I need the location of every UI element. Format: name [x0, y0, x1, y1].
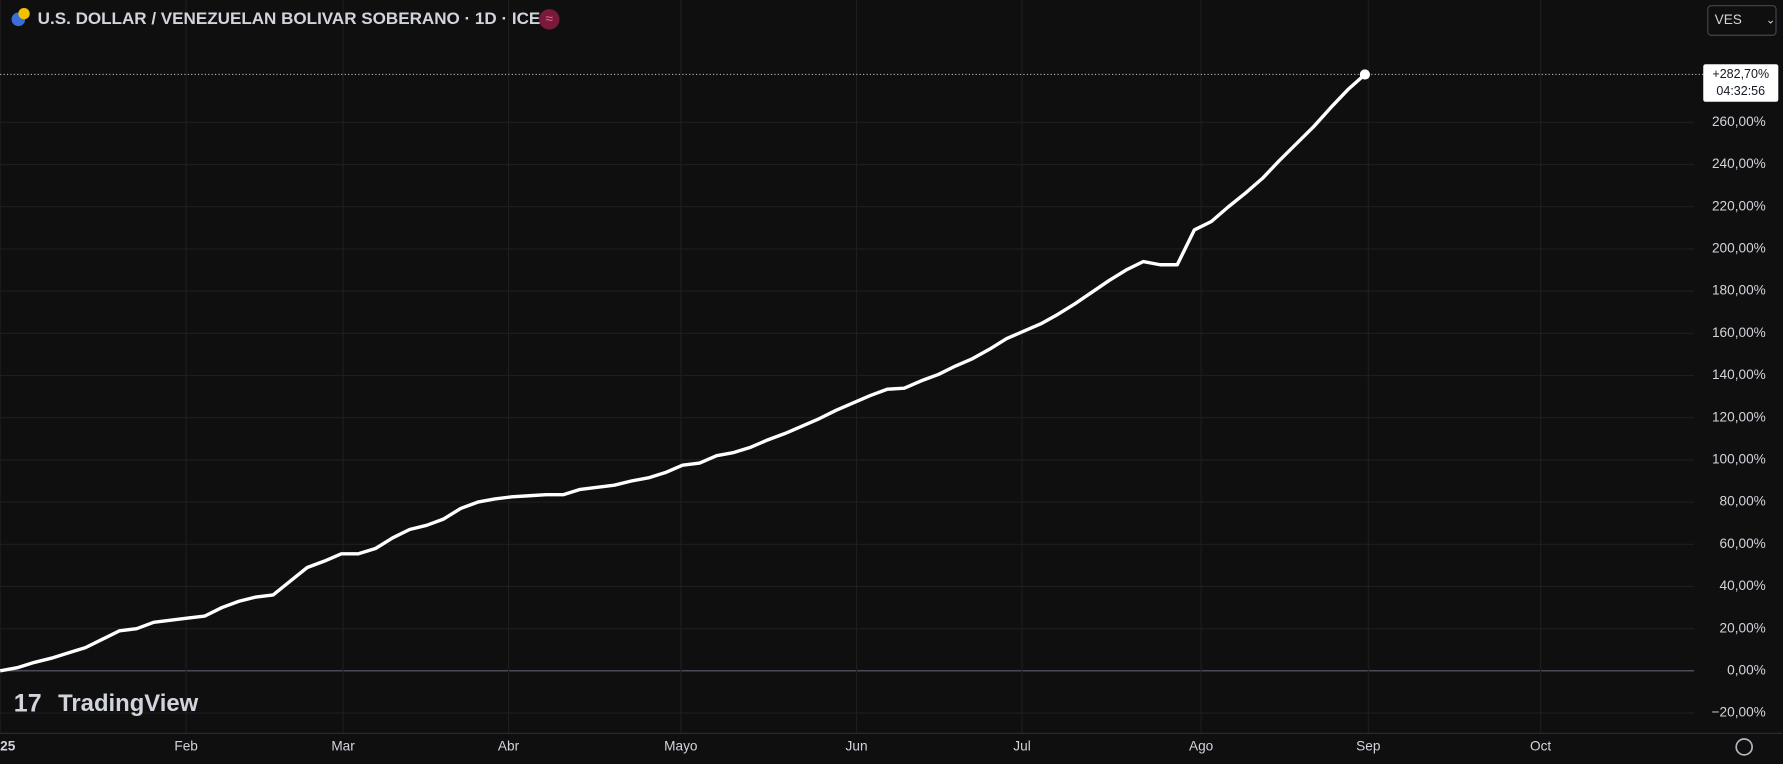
- x-tick-label: Abr: [498, 739, 520, 754]
- y-tick-label: −20,00%: [1712, 705, 1766, 720]
- x-tick-label: Jul: [1013, 739, 1030, 754]
- y-tick-label: 60,00%: [1720, 536, 1766, 551]
- y-tick-label: 40,00%: [1720, 578, 1766, 593]
- y-tick-label: 140,00%: [1712, 367, 1766, 382]
- axes: −20,00% 0,00% 20,00% 40,00% 60,00% 80,00% 100,…: [0, 64, 1783, 754]
- y-tick-label: 0,00%: [1727, 662, 1766, 677]
- x-tick-label: Mayo: [664, 739, 697, 754]
- y-tick-label: 220,00%: [1712, 198, 1766, 213]
- status-icon: [539, 9, 560, 30]
- brand: TradingView: [58, 690, 199, 717]
- x-tick-label: Jun: [846, 739, 868, 754]
- x-tick-label: Ago: [1189, 739, 1213, 754]
- y-tick-label: 180,00%: [1712, 283, 1766, 298]
- y-tick-label: 200,00%: [1712, 241, 1766, 256]
- last-value-box: [1703, 64, 1779, 102]
- y-tick-label: 260,00%: [1712, 114, 1766, 129]
- y-tick-label: 100,00%: [1712, 452, 1766, 467]
- status-icon: ≈: [546, 11, 554, 26]
- y-tick-label: 160,00%: [1712, 325, 1766, 340]
- settings-button[interactable]: [1735, 738, 1753, 756]
- y-tick-label: 240,00%: [1712, 156, 1766, 171]
- symbol-title: U.S. DOLLAR / VENEZUELAN BOLIVAR SOBERAN…: [38, 9, 541, 28]
- flag-icon: [18, 7, 30, 20]
- x-tick-label: 2025: [0, 739, 16, 754]
- y-tick-label: 120,00%: [1712, 409, 1766, 424]
- currency-label[interactable]: VES: [1715, 12, 1742, 27]
- x-tick-label: Feb: [174, 739, 197, 754]
- dropdown-arrow[interactable]: ⌄: [1766, 14, 1776, 26]
- x-tick-label: Mar: [331, 739, 355, 754]
- currency-button[interactable]: [1707, 5, 1777, 36]
- price-line: [0, 73, 1367, 673]
- plot: [0, 69, 1704, 673]
- grid: [0, 0, 1695, 734]
- x-tick-label: Sep: [1356, 739, 1380, 754]
- logo-mark: 17: [14, 689, 42, 717]
- last-value-label: +282,70%: [1712, 67, 1769, 81]
- countdown: 04:32:56: [1716, 84, 1765, 98]
- x-tick-label: Oct: [1530, 739, 1551, 754]
- y-tick-label: 20,00%: [1720, 620, 1766, 635]
- last-point: [1359, 69, 1371, 80]
- y-tick-label: 80,00%: [1720, 494, 1766, 509]
